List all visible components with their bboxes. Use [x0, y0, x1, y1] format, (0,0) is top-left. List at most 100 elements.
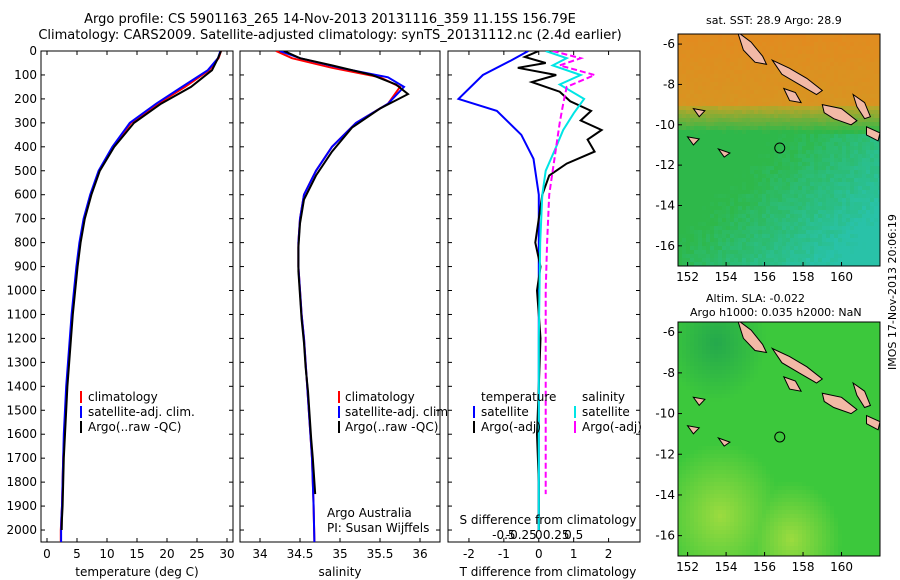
map-cell — [862, 346, 866, 350]
map-cell — [738, 262, 742, 266]
map-cell — [810, 50, 814, 54]
map-cell — [754, 134, 758, 138]
map-cell — [762, 90, 766, 94]
map-cell — [722, 146, 726, 150]
map-cell — [834, 214, 838, 218]
map-cell — [814, 122, 818, 126]
map-cell — [822, 218, 826, 222]
map-cell — [702, 422, 706, 426]
map-cell — [790, 242, 794, 246]
map-cell — [750, 170, 754, 174]
map-y-tick-label: -6 — [663, 37, 675, 51]
map-cell — [806, 330, 810, 334]
map-cell — [834, 246, 838, 250]
map-cell — [846, 154, 850, 158]
map-cell — [726, 250, 730, 254]
map-cell — [830, 454, 834, 458]
map-cell — [750, 214, 754, 218]
map-cell — [866, 342, 870, 346]
map-cell — [810, 326, 814, 330]
map-cell — [858, 202, 862, 206]
x-tick-label: -2 — [463, 547, 475, 561]
map-cell — [838, 34, 842, 38]
map-cell — [822, 234, 826, 238]
map-cell — [830, 46, 834, 50]
map-cell — [870, 434, 874, 438]
map-cell — [794, 118, 798, 122]
map-cell — [722, 346, 726, 350]
map-cell — [750, 422, 754, 426]
map-cell — [734, 254, 738, 258]
map-cell — [810, 246, 814, 250]
map-cell — [746, 434, 750, 438]
map-cell — [726, 34, 730, 38]
map-cell — [798, 450, 802, 454]
map-cell — [854, 330, 858, 334]
map-cell — [726, 190, 730, 194]
map-cell — [686, 230, 690, 234]
map-cell — [718, 366, 722, 370]
map-cell — [790, 254, 794, 258]
map-cell — [838, 150, 842, 154]
map-cell — [746, 370, 750, 374]
map-cell — [798, 418, 802, 422]
map-cell — [730, 86, 734, 90]
map-cell — [822, 322, 826, 326]
sst-map: 152 154 156 158 160-6-8-10-12-14-16 — [655, 33, 881, 284]
map-cell — [854, 374, 858, 378]
map-cell — [710, 74, 714, 78]
map-cell — [770, 70, 774, 74]
map-cell — [706, 190, 710, 194]
map-cell — [774, 98, 778, 102]
map-cell — [802, 34, 806, 38]
map-cell — [718, 238, 722, 242]
map-cell — [758, 114, 762, 118]
map-cell — [698, 374, 702, 378]
map-cell — [690, 254, 694, 258]
map-cell — [818, 434, 822, 438]
map-cell — [710, 346, 714, 350]
map-cell — [714, 350, 718, 354]
map-cell — [854, 246, 858, 250]
map-cell — [826, 218, 830, 222]
map-cell — [702, 34, 706, 38]
map-cell — [866, 326, 870, 330]
map-cell — [834, 194, 838, 198]
map-cell — [858, 374, 862, 378]
map-cell — [738, 342, 742, 346]
map-cell — [854, 362, 858, 366]
map-cell — [710, 246, 714, 250]
map-cell — [866, 246, 870, 250]
map-cell — [706, 122, 710, 126]
map-cell — [774, 370, 778, 374]
map-cell — [870, 42, 874, 46]
map-cell — [862, 366, 866, 370]
map-cell — [774, 190, 778, 194]
map-cell — [718, 134, 722, 138]
map-cell — [746, 54, 750, 58]
map-cell — [802, 398, 806, 402]
map-cell — [762, 398, 766, 402]
map-cell — [754, 386, 758, 390]
map-cell — [858, 410, 862, 414]
map-cell — [814, 186, 818, 190]
map-cell — [782, 326, 786, 330]
map-cell — [718, 210, 722, 214]
map-cell — [834, 438, 838, 442]
map-cell — [766, 326, 770, 330]
map-cell — [746, 230, 750, 234]
map-cell — [866, 262, 870, 266]
map-cell — [774, 226, 778, 230]
map-cell — [794, 198, 798, 202]
map-cell — [746, 162, 750, 166]
map-cell — [762, 370, 766, 374]
map-cell — [690, 62, 694, 66]
map-cell — [782, 102, 786, 106]
map-cell — [810, 450, 814, 454]
map-cell — [778, 250, 782, 254]
map-cell — [822, 222, 826, 226]
map-cell — [742, 134, 746, 138]
map-cell — [874, 166, 878, 170]
map-cell — [798, 258, 802, 262]
map-cell — [814, 246, 818, 250]
